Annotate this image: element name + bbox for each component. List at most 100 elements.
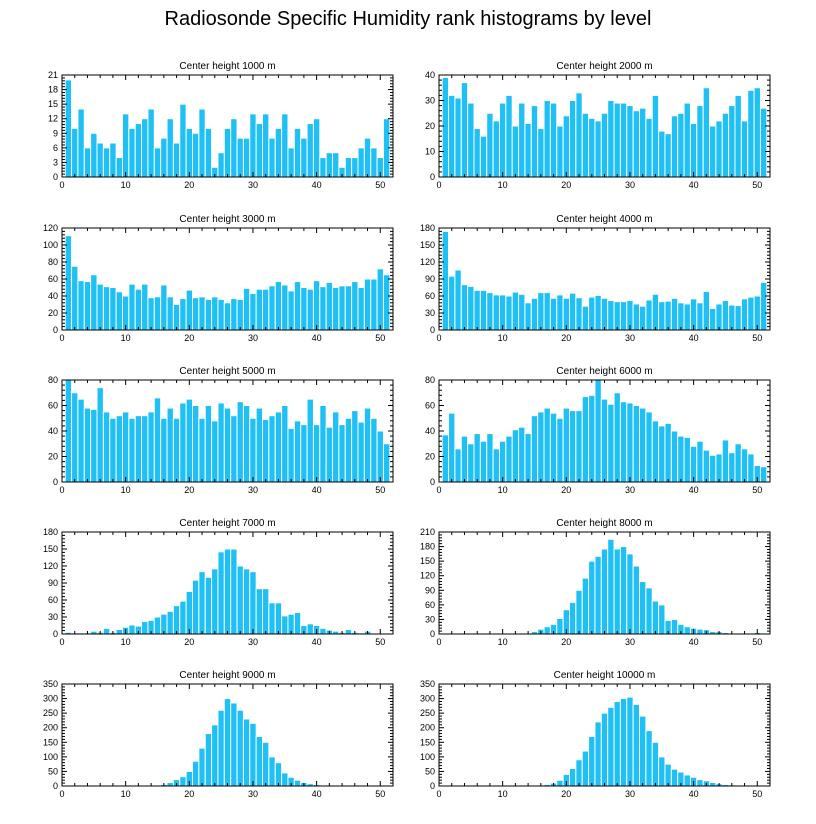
y-tick-label: 60: [425, 291, 435, 301]
x-tick-label: 0: [59, 333, 64, 343]
histogram-bar: [683, 303, 691, 331]
histogram-bar: [568, 292, 577, 331]
histogram-bar: [709, 454, 717, 483]
histogram-bar: [211, 296, 219, 331]
histogram-bar: [747, 296, 755, 331]
x-tick-label: 0: [59, 485, 64, 495]
histogram-bar: [658, 425, 666, 483]
histogram-bar: [619, 102, 628, 178]
histogram-bar: [77, 280, 85, 331]
histogram-bar: [115, 291, 123, 331]
histogram-bar: [613, 392, 621, 483]
histogram-panel: Center height 10000 m 0 10 20 30 40 50 0 50 100 15…: [420, 670, 771, 799]
histogram-bar: [639, 581, 647, 635]
histogram-bar: [645, 730, 653, 787]
histogram-bar: [651, 600, 660, 635]
histogram-bar: [274, 281, 283, 331]
histogram-bar: [268, 756, 276, 787]
x-tick-label: 0: [59, 180, 64, 190]
x-tick-label: 10: [121, 789, 131, 799]
histogram-bar: [651, 94, 660, 178]
y-tick-label: 50: [425, 766, 435, 776]
histogram-bar: [268, 602, 276, 635]
y-tick-label: 120: [420, 257, 435, 267]
histogram-bar: [543, 626, 551, 635]
x-tick-label: 0: [436, 637, 441, 647]
y-tick-label: 15: [48, 99, 58, 109]
histogram-bar: [460, 284, 469, 331]
histogram-bar: [594, 721, 602, 787]
x-tick-label: 50: [752, 333, 762, 343]
histogram-bar: [217, 551, 225, 635]
histogram-bar: [363, 137, 372, 178]
histogram-bar: [537, 292, 545, 331]
histogram-bar: [217, 152, 225, 178]
x-tick-label: 40: [312, 180, 322, 190]
y-tick-label: 60: [48, 274, 58, 284]
y-tick-label: 180: [420, 542, 435, 552]
histogram-bar: [160, 137, 168, 178]
histogram-bar: [172, 605, 181, 635]
histogram-bar: [230, 548, 238, 635]
y-tick-label: 150: [43, 737, 58, 747]
histogram-bar: [518, 293, 526, 331]
histogram-bar: [166, 782, 174, 787]
histogram-bar: [530, 415, 539, 483]
histogram-bar: [179, 103, 187, 178]
x-tick-label: 40: [312, 637, 322, 647]
histogram-bar: [664, 300, 672, 331]
histogram-bar: [702, 290, 711, 331]
histogram-bar: [740, 298, 749, 331]
x-tick-label: 50: [752, 485, 762, 495]
histogram-bar: [204, 576, 213, 635]
y-tick-label: 200: [43, 723, 58, 733]
histogram-bar: [312, 280, 321, 331]
x-tick-label: 10: [121, 180, 131, 190]
histogram-bar: [204, 298, 213, 331]
histogram-bar: [759, 281, 768, 331]
y-tick-label: 50: [48, 766, 58, 776]
histogram-bar: [153, 296, 162, 331]
histogram-bar: [166, 610, 174, 635]
histogram-bar: [753, 87, 761, 178]
histogram-bar: [223, 127, 232, 178]
histogram-bar: [255, 588, 264, 635]
histogram-bar: [217, 298, 225, 331]
histogram-bar: [77, 108, 85, 178]
histogram-bar: [448, 94, 456, 178]
histogram-bar: [600, 398, 609, 483]
histogram-bar: [556, 617, 564, 635]
histogram-bar: [319, 286, 327, 331]
histogram-bar: [102, 286, 111, 331]
x-tick-label: 40: [312, 485, 322, 495]
y-tick-label: 0: [53, 325, 58, 335]
y-tick-label: 0: [53, 781, 58, 791]
histogram-bar: [357, 421, 365, 483]
x-tick-label: 20: [184, 333, 194, 343]
histogram-bar: [626, 553, 634, 635]
histogram-bar: [274, 411, 283, 483]
x-tick-label: 10: [498, 333, 508, 343]
histogram-bar: [645, 299, 653, 331]
histogram-bar: [632, 565, 641, 635]
y-tick-label: 21: [48, 70, 58, 80]
histogram-bar: [262, 741, 270, 787]
histogram-bar: [753, 295, 761, 331]
histogram-bar: [498, 102, 507, 178]
histogram-bar: [293, 779, 302, 787]
histogram-bar: [300, 424, 308, 483]
histogram-bar: [338, 424, 346, 483]
y-tick-label: 0: [53, 172, 58, 182]
histogram-bar: [677, 112, 685, 178]
histogram-bar: [179, 298, 187, 331]
x-tick-label: 30: [248, 789, 258, 799]
histogram-bar: [530, 297, 539, 331]
histogram-bar: [121, 411, 130, 483]
histogram-bar: [185, 398, 194, 483]
histogram-bar: [721, 439, 730, 483]
histogram-bar: [518, 426, 526, 483]
y-tick-label: 18: [48, 85, 58, 95]
histogram-bar: [467, 443, 475, 483]
histogram-bar: [524, 302, 532, 331]
histogram-bar: [281, 772, 289, 787]
